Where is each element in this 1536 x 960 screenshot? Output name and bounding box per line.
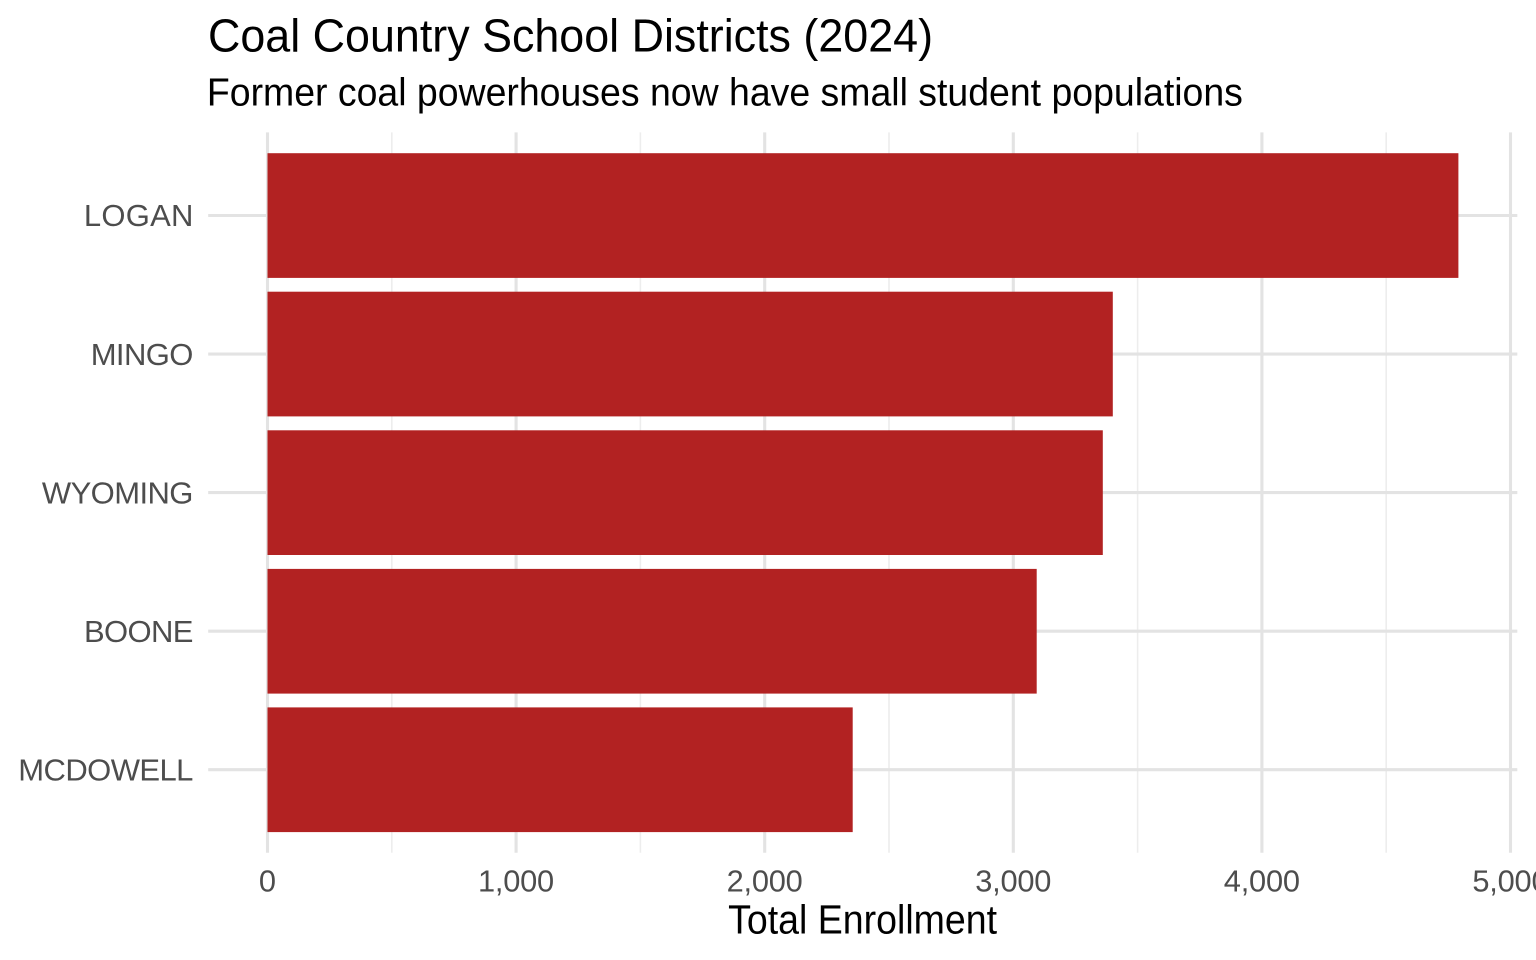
svg-text:MCDOWELL: MCDOWELL bbox=[18, 752, 193, 787]
svg-text:5,000: 5,000 bbox=[1472, 864, 1536, 899]
svg-text:4,000: 4,000 bbox=[1224, 864, 1300, 899]
svg-text:Coal Country School Districts: Coal Country School Districts (2024) bbox=[208, 10, 933, 62]
svg-text:2,000: 2,000 bbox=[727, 864, 803, 899]
svg-text:1,000: 1,000 bbox=[478, 864, 554, 899]
svg-text:0: 0 bbox=[259, 864, 276, 899]
svg-text:BOONE: BOONE bbox=[84, 614, 193, 649]
svg-text:3,000: 3,000 bbox=[975, 864, 1051, 899]
svg-text:Former coal powerhouses now ha: Former coal powerhouses now have small s… bbox=[207, 72, 1243, 115]
svg-text:MINGO: MINGO bbox=[91, 337, 194, 372]
svg-text:LOGAN: LOGAN bbox=[84, 198, 194, 233]
svg-text:WYOMING: WYOMING bbox=[42, 475, 194, 510]
svg-text:Total Enrollment: Total Enrollment bbox=[728, 897, 997, 943]
